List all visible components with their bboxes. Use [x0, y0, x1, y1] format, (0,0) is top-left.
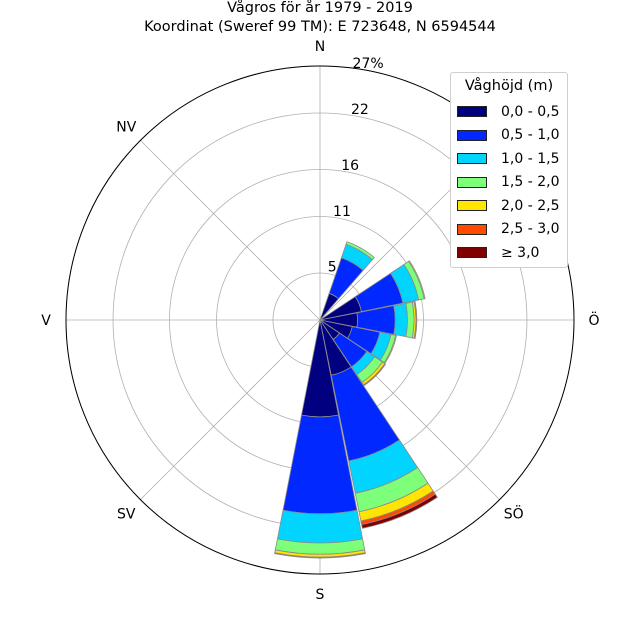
polar-grid: [65, 65, 575, 575]
direction-label: SV: [117, 507, 136, 523]
direction-label: Ö: [588, 311, 599, 329]
chart-title: Vågros för år 1979 - 2019: [227, 0, 413, 16]
radial-tick-label: 5: [328, 260, 337, 276]
legend-label: 2,0 - 2,5: [501, 197, 560, 214]
rose-bar-segment: [383, 334, 397, 364]
radial-tick-labels: 5 11 16 22 27%: [328, 56, 384, 276]
direction-label: N: [315, 39, 325, 55]
rose-bar-segment: [276, 509, 364, 544]
rose-bars: [274, 241, 438, 559]
rose-bar-segment: [413, 301, 418, 339]
legend-label: 0,5 - 1,0: [501, 127, 560, 144]
direction-label: V: [41, 313, 51, 329]
legend-label: 1,5 - 2,0: [501, 174, 560, 191]
legend-label: 1,0 - 1,5: [501, 150, 560, 167]
radial-tick-label: 11: [333, 204, 351, 220]
legend-swatch: [457, 153, 487, 165]
legend-item: 1,5 - 2,0: [457, 171, 567, 195]
legend-item: 0,5 - 1,0: [457, 124, 567, 148]
legend-label: 2,5 - 3,0: [501, 221, 560, 238]
radial-tick-label: 27%: [353, 56, 384, 72]
grid-spoke: [140, 319, 321, 500]
legend: Våghöjd (m) 0,0 - 0,5 0,5 - 1,0 1,0 - 1,5 1…: [450, 72, 568, 268]
rose-bar-segment: [408, 260, 426, 300]
legend-swatch: [457, 247, 487, 259]
legend-item: 1,0 - 1,5: [457, 147, 567, 171]
rose-bar-segment: [361, 493, 438, 529]
legend-swatch: [457, 223, 487, 235]
legend-item: 2,0 - 2,5: [457, 194, 567, 218]
polar-frame: [65, 65, 575, 575]
radial-tick-label: 22: [351, 102, 369, 118]
legend-item: 0,0 - 0,5: [457, 100, 567, 124]
chart-subtitle: Koordinat (Sweref 99 TM): E 723648, N 65…: [144, 19, 496, 35]
rose-bar-segment: [363, 363, 387, 387]
legend-item: 2,5 - 3,0: [457, 218, 567, 242]
legend-items: 0,0 - 0,5 0,5 - 1,0 1,0 - 1,5 1,5 - 2,0 2,0 …: [451, 100, 567, 265]
radial-tick-label: 16: [341, 158, 359, 174]
legend-label: ≥ 3,0: [501, 244, 540, 261]
legend-item: ≥ 3,0: [457, 241, 567, 265]
legend-swatch: [457, 129, 487, 141]
direction-label: S: [316, 587, 325, 603]
legend-swatch: [457, 200, 487, 212]
rose-bar-segment: [393, 302, 408, 338]
legend-label: 0,0 - 0,5: [501, 103, 560, 120]
legend-swatch: [457, 106, 487, 118]
legend-swatch: [457, 176, 487, 188]
rose-bar-segment: [274, 552, 366, 559]
grid-spoke: [140, 140, 321, 321]
legend-title: Våghöjd (m): [464, 78, 554, 94]
direction-label: NV: [116, 119, 136, 135]
direction-label: SÖ: [504, 505, 524, 523]
rose-bar-segment: [345, 241, 375, 261]
